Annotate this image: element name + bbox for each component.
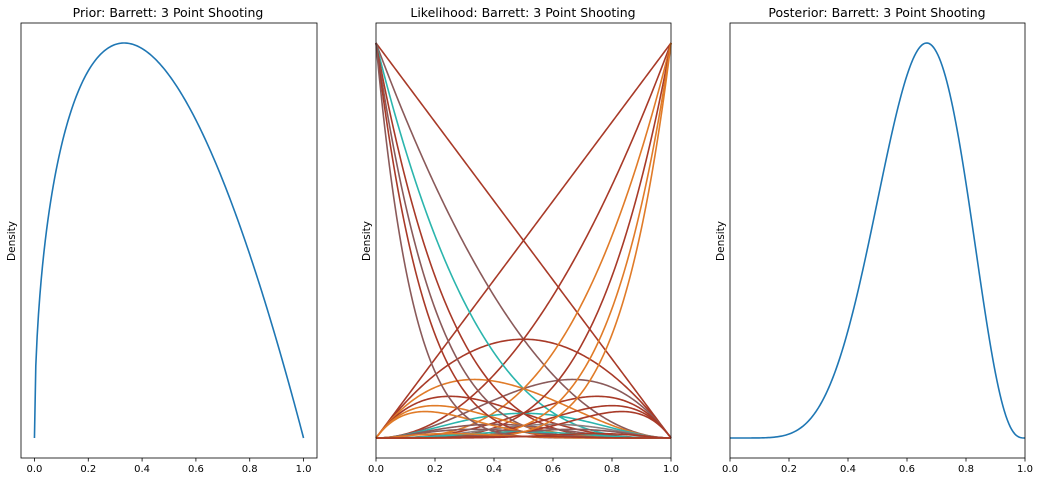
likelihood-xticks: 0.0 0.2 0.4 0.6 0.8 1.0	[368, 458, 679, 475]
prior-ylabel: Density	[6, 221, 18, 261]
likelihood-line-1	[375, 42, 672, 439]
xtick-label: 0.4	[840, 464, 856, 475]
posterior-xticks: 0.0 0.2 0.4 0.6 0.8 1.0	[722, 458, 1033, 475]
likelihood-panel: Likelihood: Barrett: 3 Point Shooting De…	[361, 5, 679, 475]
posterior-title: Posterior: Barrett: 3 Point Shooting	[768, 5, 985, 20]
xtick-label: 0.6	[188, 464, 204, 475]
xtick-label: 0.8	[604, 464, 620, 475]
likelihood-axes-frame	[375, 22, 672, 459]
xtick-label: 0.6	[899, 464, 915, 475]
prior-xticks: 0.0 0.2 0.4 0.6 0.8 1.0	[27, 458, 312, 475]
prior-density-line	[33, 42, 305, 439]
posterior-density-line	[730, 42, 1026, 439]
prior-panel: Prior: Barrett: 3 Point Shooting Density…	[6, 5, 318, 475]
posterior-panel: Posterior: Barrett: 3 Point Shooting Den…	[715, 5, 1033, 475]
prior-lines	[33, 42, 305, 439]
xtick-label: 1.0	[663, 464, 679, 475]
likelihood-line-30	[376, 432, 672, 439]
likelihood-ylabel: Density	[361, 221, 373, 261]
likelihood-line-4	[375, 42, 672, 439]
likelihood-title: Likelihood: Barrett: 3 Point Shooting	[410, 5, 635, 20]
xtick-label: 1.0	[1017, 464, 1033, 475]
xtick-label: 0.8	[242, 464, 258, 475]
xtick-label: 0.4	[486, 464, 502, 475]
posterior-lines	[730, 42, 1026, 439]
xtick-label: 0.6	[545, 464, 561, 475]
prior-axes-frame	[20, 22, 318, 459]
xtick-label: 1.0	[296, 464, 312, 475]
xtick-label: 0.0	[722, 464, 738, 475]
xtick-label: 0.8	[958, 464, 974, 475]
likelihood-lines	[375, 42, 672, 439]
xtick-label: 0.2	[427, 464, 443, 475]
xtick-label: 0.2	[781, 464, 797, 475]
prior-title: Prior: Barrett: 3 Point Shooting	[73, 5, 264, 20]
xtick-label: 0.4	[134, 464, 150, 475]
xtick-label: 0.0	[368, 464, 384, 475]
xtick-label: 0.2	[80, 464, 96, 475]
posterior-ylabel: Density	[715, 221, 727, 261]
xtick-label: 0.0	[27, 464, 43, 475]
posterior-axes-frame	[729, 22, 1026, 459]
